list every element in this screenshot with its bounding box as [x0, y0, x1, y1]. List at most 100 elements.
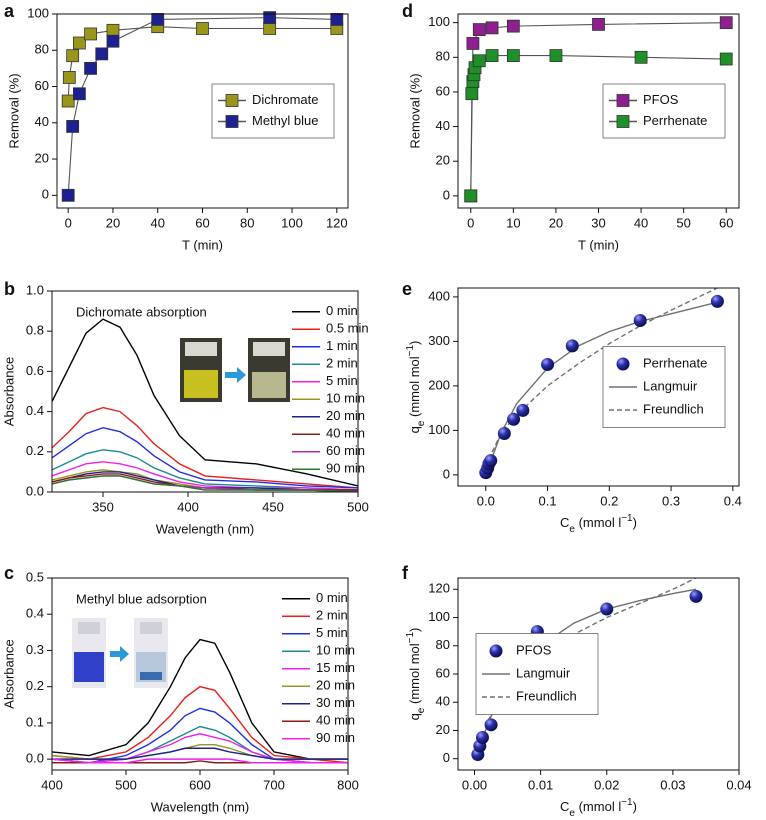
panel-letter: a: [4, 1, 15, 21]
series-line: [52, 743, 348, 760]
legend-label: 90 min: [316, 730, 355, 745]
label-part: e: [569, 808, 575, 819]
marker: [507, 412, 521, 426]
series-line: [52, 475, 358, 492]
y-tick-label: 0: [443, 466, 450, 481]
y-tick-label: 1.0: [26, 282, 44, 297]
y-tick-label: 0.5: [26, 569, 44, 584]
label-part: −1: [405, 631, 416, 643]
y-tick-label: 0.4: [26, 403, 44, 418]
x-axis-label: T (min): [578, 237, 619, 252]
marker: [485, 49, 499, 62]
legend: PFOS Langmuir Freundlich: [475, 633, 599, 715]
y-axis-label: Removal (%): [6, 73, 21, 148]
panel-2: c 400 500 600 700 800 0.0 0.1 0.2 0.3 0.4 0.5 Wavele…: [1, 563, 358, 815]
series-line: [52, 471, 358, 491]
label-part: (mmol l: [575, 515, 621, 530]
legend-label: 30 min: [316, 695, 355, 710]
legend: Perrhenate Langmuir Freundlich: [602, 346, 726, 428]
marker: [466, 37, 480, 50]
legend-label: 20 min: [316, 678, 355, 693]
x-tick-label: 120: [326, 215, 348, 230]
y-tick-label: 60: [35, 78, 49, 93]
legend-label: 0 min: [326, 303, 358, 318]
y-tick-label: 40: [35, 114, 49, 129]
y-tick-label: 0.6: [26, 363, 44, 378]
plot-frame: [51, 577, 349, 771]
label-part: ): [633, 799, 637, 814]
x-tick-label: 20: [549, 215, 563, 230]
series-line: [52, 406, 358, 489]
marker: [472, 54, 486, 68]
marker: [475, 731, 489, 745]
panel-0: a 0 20 40 60 80 100 120 0 20 40 60 80 100 T (min) Remov…: [4, 1, 349, 252]
x-tick-label: 20: [106, 215, 120, 230]
legend-label: Dichromate: [252, 92, 318, 107]
y-tick-label: 0.4: [26, 606, 44, 621]
legend: Dichromate Methyl blue: [211, 83, 335, 139]
legend-label: Freundlich: [516, 688, 577, 703]
x-tick-label: 0: [65, 215, 72, 230]
plot-frame: [457, 287, 740, 487]
y-tick-label: 100: [428, 422, 450, 437]
plot-area: [52, 638, 348, 764]
marker: [464, 189, 478, 203]
x-axis-label: Ce (mmol l−1): [560, 513, 637, 535]
y-axis-label: Removal (%): [407, 73, 422, 148]
legend-label: 2 min: [326, 356, 358, 371]
x-tick-label: 500: [115, 777, 137, 792]
y-tick-label: 400: [428, 288, 450, 303]
series-line: [52, 685, 348, 764]
x-tick-label: 0.3: [662, 493, 680, 508]
plot-frame: [56, 13, 349, 209]
panel-1: b 350 400 450 500 0.0 0.2 0.4 0.6 0.8 1.0 Wavelengt…: [1, 279, 368, 537]
marker: [151, 13, 165, 26]
x-tick-label: 50: [676, 215, 690, 230]
y-axis-label: Absorbance: [1, 357, 16, 426]
y-tick-label: 0.2: [26, 443, 44, 458]
label-part: e: [416, 420, 427, 426]
legend-label: Freundlich: [643, 401, 704, 416]
plot-area: [52, 318, 358, 492]
marker: [263, 22, 277, 35]
marker: [225, 115, 239, 128]
x-axis-label: Wavelength (nm): [151, 799, 250, 814]
marker: [485, 21, 499, 35]
y-axis-label: qe (mmol mol−1): [405, 628, 427, 721]
panel-letter: d: [402, 1, 413, 21]
y-tick-label: 120: [428, 581, 450, 596]
marker: [72, 87, 86, 101]
panel-letter: e: [402, 279, 412, 299]
marker: [497, 426, 511, 440]
panel-letter: f: [402, 563, 409, 583]
marker: [465, 87, 479, 101]
series-line: [52, 758, 348, 764]
label-part: ): [407, 341, 422, 345]
y-tick-label: 100: [428, 609, 450, 624]
y-tick-label: 300: [428, 333, 450, 348]
marker: [489, 644, 503, 658]
methyl-blue-inset: [72, 618, 168, 688]
marker: [634, 50, 648, 64]
legend-label: 20 min: [326, 408, 365, 423]
marker: [616, 94, 630, 107]
label-part: −1: [405, 344, 416, 356]
legend-label: 5 min: [316, 625, 348, 640]
marker: [592, 17, 605, 31]
legend-label: 60 min: [326, 443, 365, 458]
label-part: (mmol mol: [407, 643, 422, 707]
marker: [719, 52, 733, 66]
series-line: [52, 426, 358, 489]
label-part: C: [560, 515, 569, 530]
marker: [263, 11, 277, 25]
legend-label: 5 min: [326, 373, 358, 388]
marker: [616, 115, 630, 128]
x-tick-label: 0.02: [594, 777, 619, 792]
legend-label: 0.5 min: [326, 321, 369, 336]
y-tick-label: 80: [35, 42, 49, 57]
x-tick-label: 30: [591, 215, 605, 230]
legend: PFOS Perrhenate: [602, 83, 726, 139]
x-tick-label: 0: [467, 215, 474, 230]
legend-label: PFOS: [643, 92, 679, 107]
y-tick-label: 20: [436, 722, 450, 737]
